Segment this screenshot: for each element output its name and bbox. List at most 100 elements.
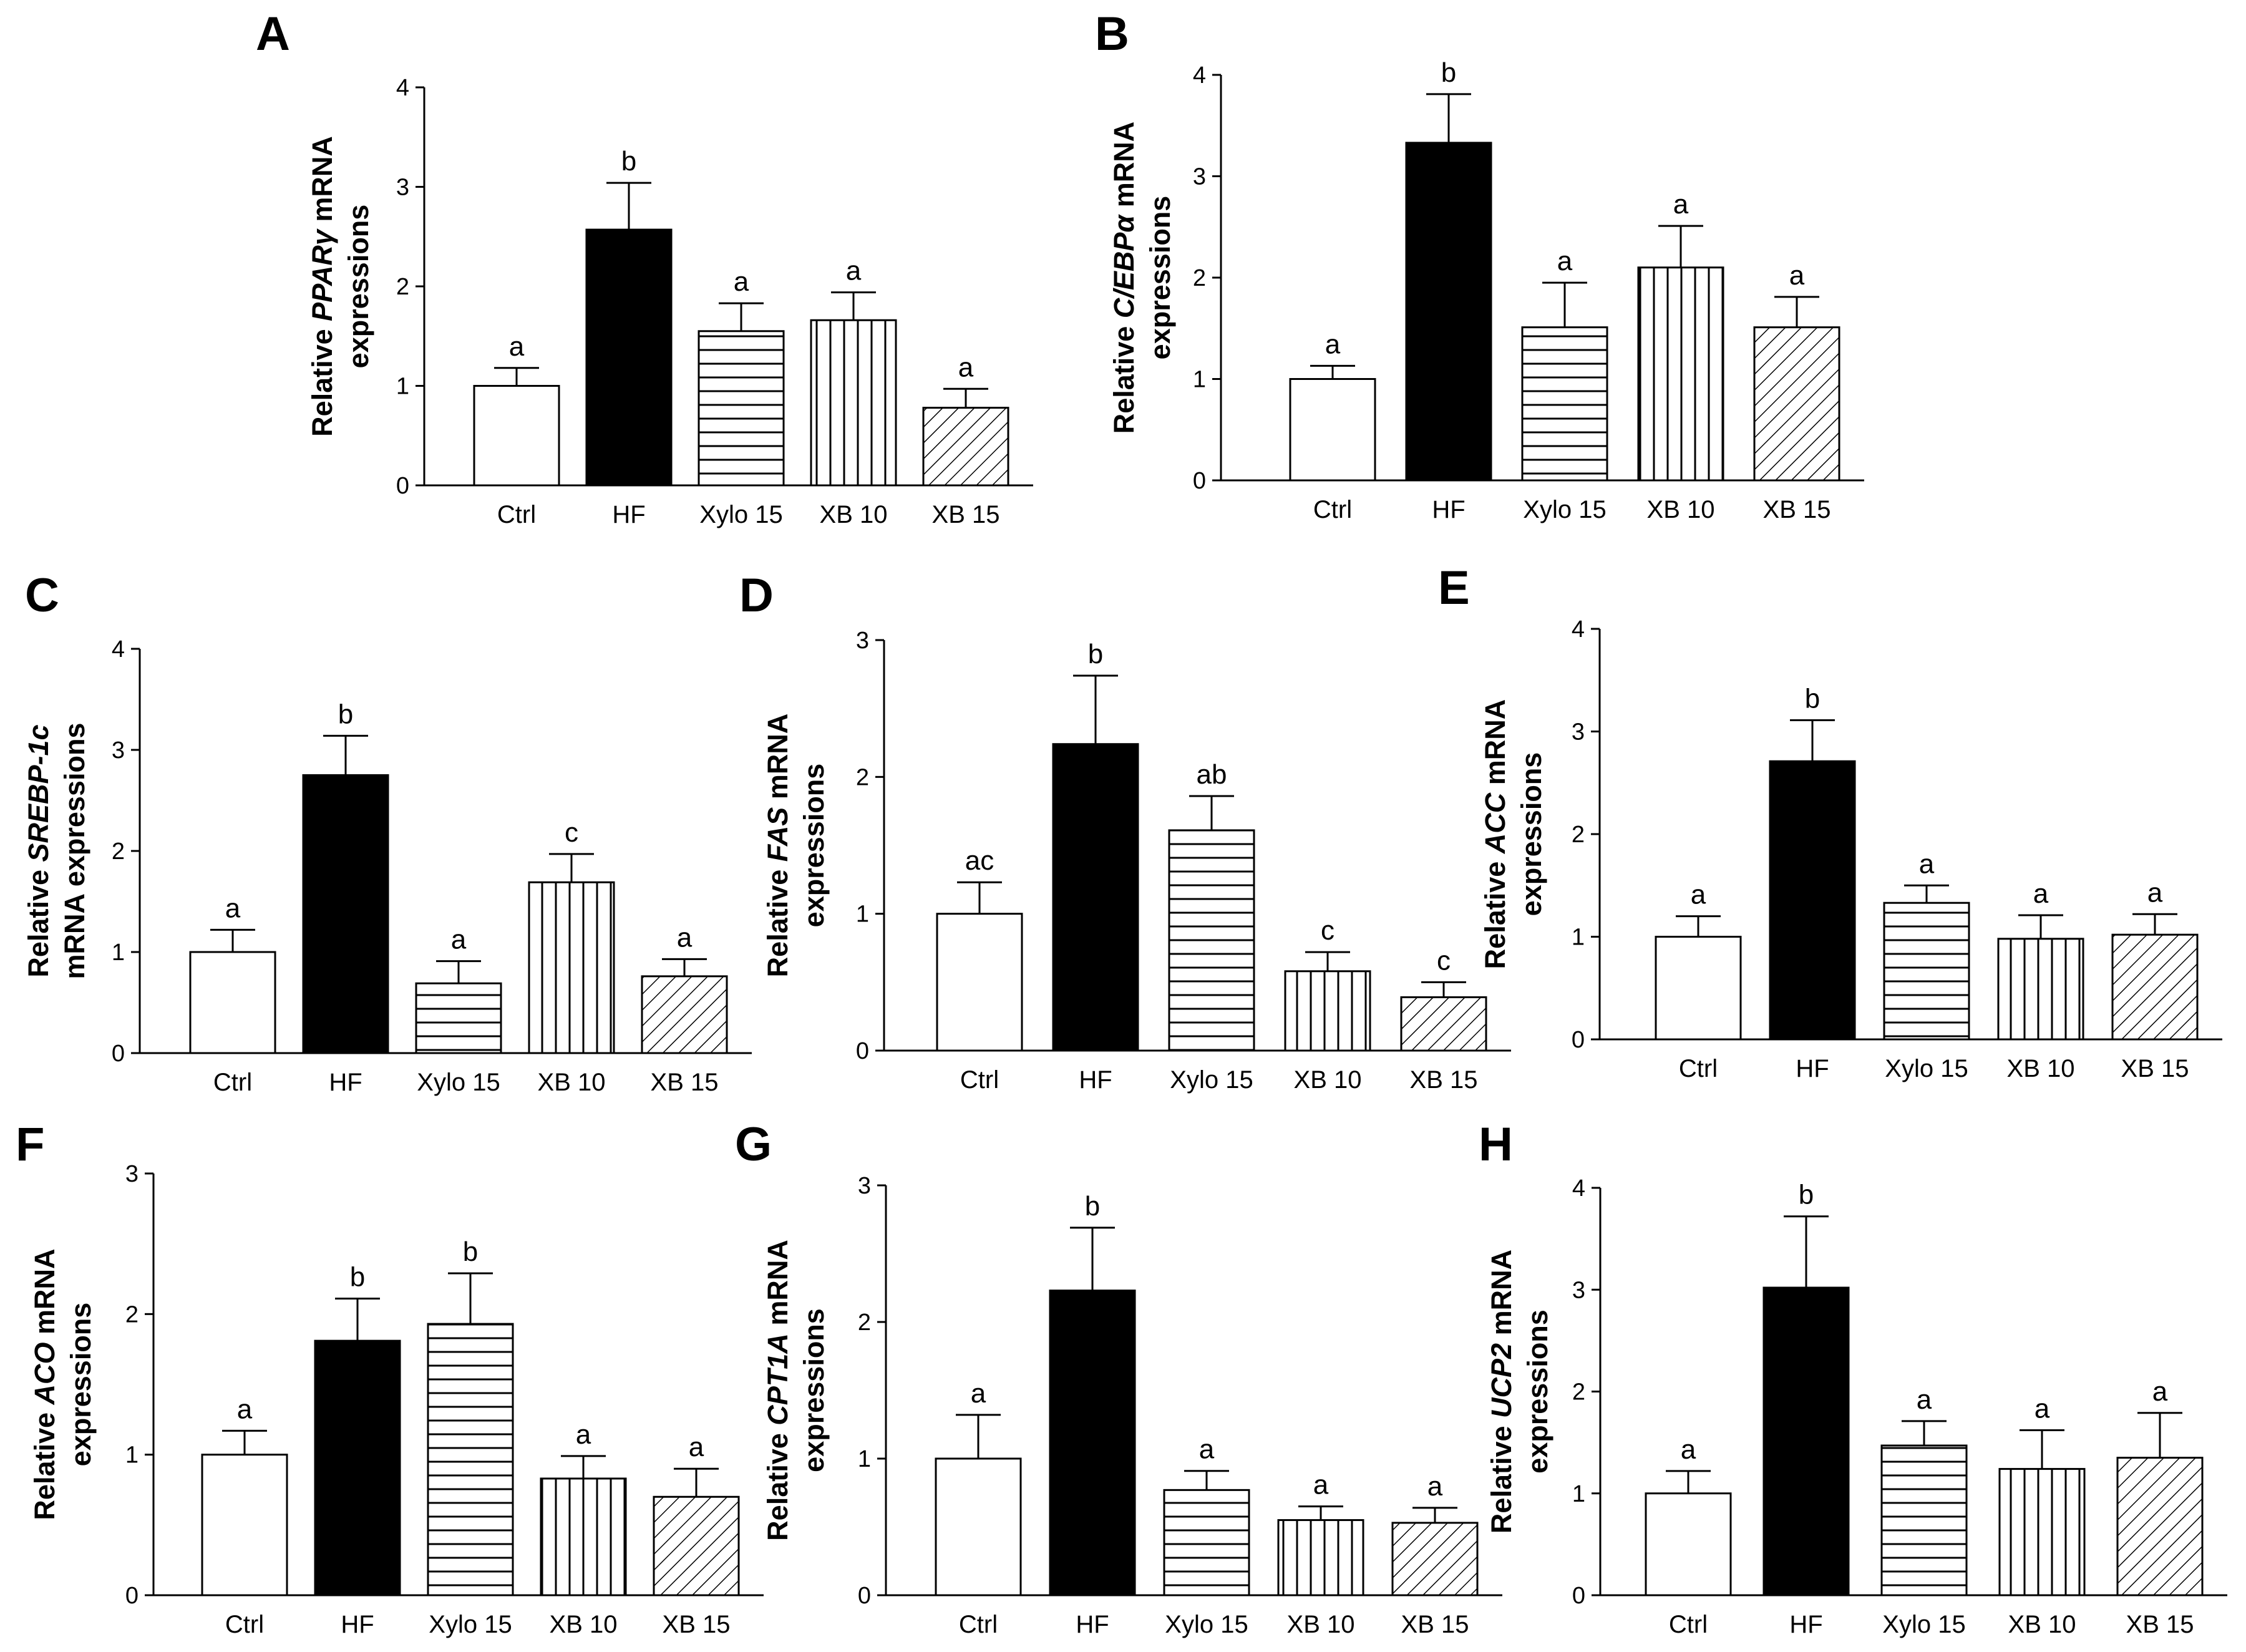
significance-letter: b: [1088, 639, 1103, 669]
panel-letter: A: [256, 7, 290, 61]
y-tick-label: 3: [1193, 164, 1206, 190]
y-axis-label-line2: expressions: [1515, 752, 1547, 916]
bar-ctrl: [1655, 936, 1742, 1041]
significance-letter: b: [1799, 1180, 1814, 1210]
panel-g: G 0 1 2 3 a Ctrl b HF a Xylo 15 a XB 10 a XB 15 Relativ…: [735, 1118, 1502, 1638]
category-label: Ctrl: [960, 1066, 999, 1094]
y-tick-label: 1: [396, 374, 409, 400]
y-label-suffix: mRNA: [1485, 1250, 1517, 1343]
significance-letter: b: [621, 146, 636, 177]
category-label: XB 15: [2126, 1611, 2194, 1638]
significance-letter: a: [225, 893, 241, 923]
bar-xb-15: [1753, 326, 1840, 482]
y-axis-label-line2: expressions: [343, 205, 374, 369]
y-tick-label: 4: [1572, 1175, 1585, 1202]
significance-letter: a: [2147, 877, 2163, 908]
significance-letter: b: [350, 1262, 365, 1293]
y-label-gene: FAS: [762, 807, 794, 862]
y-label-suffix: mRNA: [29, 1248, 61, 1342]
bar-xylo-15: [1880, 1444, 1968, 1596]
y-axis-label-line1: Relative PPARγ mRNA: [306, 136, 338, 437]
y-axis-label-line1: Relative C/EBPα mRNA: [1108, 122, 1140, 434]
category-label: XB 15: [1401, 1611, 1469, 1638]
bar-xb-15: [922, 407, 1009, 487]
y-tick-label: 4: [396, 75, 409, 101]
category-label: XB 10: [2008, 1611, 2076, 1638]
panel-letter: G: [735, 1118, 772, 1171]
bar-xb-15: [641, 975, 728, 1054]
bar-ctrl: [935, 1457, 1022, 1596]
y-label-gene: PPARγ: [306, 228, 338, 321]
significance-letter: a: [2152, 1376, 2168, 1407]
y-label-gene: C/EBPα: [1108, 214, 1140, 319]
bar-ctrl: [473, 385, 560, 487]
bar-xylo-15: [415, 982, 502, 1054]
y-axis-label-line2: expressions: [798, 1308, 830, 1472]
significance-letter: a: [2033, 878, 2049, 909]
panel-f: F 0 1 2 3 a Ctrl b HF b Xylo 15 a XB 10 a XB 15 Relativ…: [16, 1118, 764, 1638]
category-label: Xylo 15: [1885, 1055, 1968, 1082]
bar-xylo-15: [1163, 1489, 1250, 1596]
significance-letter: a: [509, 331, 525, 362]
y-tick-label: 0: [125, 1583, 139, 1609]
significance-letter: a: [1673, 189, 1689, 220]
bar-xb-15: [653, 1495, 740, 1596]
category-label: Xylo 15: [429, 1611, 512, 1638]
bar-xylo-15: [1521, 326, 1608, 482]
category-label: Ctrl: [225, 1611, 264, 1638]
panel-d: D 0 1 2 3 ac Ctrl b HF ab Xylo 15 c XB 10 c XB 15 Relat…: [739, 569, 1511, 1094]
y-label-prefix: Relative: [22, 862, 54, 977]
significance-letter: b: [1805, 683, 1820, 714]
significance-letter: a: [1313, 1470, 1329, 1500]
y-axis-label-line1: Relative SREBP-1c: [22, 724, 54, 977]
y-label-suffix: mRNA: [762, 1240, 794, 1333]
significance-letter: a: [846, 256, 862, 286]
bar-xb-10: [1997, 938, 2084, 1041]
bar-xb-10: [810, 319, 897, 487]
significance-letter: a: [1427, 1471, 1443, 1502]
y-axis-label-line2: expressions: [1522, 1309, 1553, 1474]
bar-hf: [302, 774, 389, 1054]
category-label: HF: [612, 501, 645, 528]
category-label: HF: [1079, 1066, 1112, 1094]
bar-xb-15: [1391, 1522, 1479, 1596]
bar-hf: [1762, 1286, 1850, 1596]
y-label-prefix: Relative: [1479, 853, 1511, 969]
y-label-gene: ACO: [29, 1342, 61, 1405]
bar-xb-10: [540, 1477, 627, 1596]
bar-ctrl: [1289, 378, 1376, 482]
category-label: Ctrl: [213, 1069, 252, 1096]
bar-hf: [1405, 142, 1492, 482]
significance-letter: a: [2035, 1394, 2050, 1424]
y-tick-label: 0: [858, 1583, 871, 1609]
category-label: Ctrl: [497, 501, 536, 528]
y-label-suffix: mRNA: [306, 136, 338, 230]
y-label-suffix: mRNA: [762, 714, 794, 807]
y-label-prefix: Relative: [306, 321, 338, 437]
significance-letter: a: [576, 1419, 591, 1450]
category-label: XB 10: [550, 1611, 618, 1638]
y-tick-label: 2: [125, 1301, 139, 1328]
y-tick-label: 4: [1572, 616, 1585, 643]
bar-xylo-15: [698, 330, 785, 487]
bar-ctrl: [201, 1454, 288, 1596]
category-label: Xylo 15: [699, 501, 782, 528]
y-axis-label-line2: expressions: [798, 764, 830, 928]
significance-letter: b: [1085, 1191, 1100, 1222]
significance-letter: c: [565, 817, 578, 848]
category-label: XB 15: [1763, 496, 1831, 523]
y-tick-label: 1: [112, 940, 125, 966]
y-label-prefix: Relative: [1485, 1418, 1517, 1533]
y-tick-label: 3: [856, 628, 869, 654]
bar-hf: [1049, 1290, 1136, 1596]
bar-xb-10: [1277, 1519, 1364, 1596]
panel-letter: C: [25, 569, 59, 622]
category-label: XB 10: [538, 1069, 606, 1096]
